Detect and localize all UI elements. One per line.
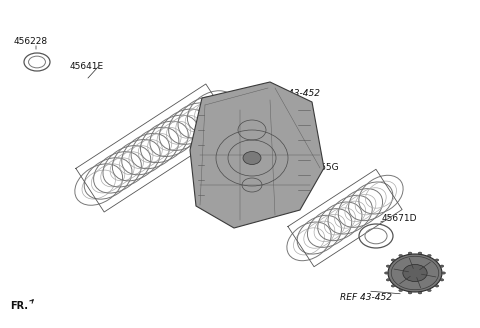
Ellipse shape [403, 264, 427, 281]
Ellipse shape [391, 259, 395, 261]
Ellipse shape [399, 255, 403, 257]
Text: 456228: 456228 [14, 37, 48, 46]
Text: REF 43-452: REF 43-452 [268, 89, 320, 98]
Text: FR.: FR. [10, 301, 28, 311]
Ellipse shape [386, 279, 390, 281]
Text: 43665G: 43665G [304, 163, 340, 172]
Ellipse shape [427, 289, 431, 292]
Ellipse shape [391, 285, 395, 287]
Ellipse shape [435, 259, 439, 261]
Ellipse shape [399, 289, 403, 292]
Polygon shape [190, 82, 324, 228]
Ellipse shape [408, 292, 412, 294]
Ellipse shape [440, 265, 444, 267]
Ellipse shape [442, 272, 445, 274]
Ellipse shape [386, 265, 390, 267]
Ellipse shape [427, 255, 431, 257]
Ellipse shape [418, 292, 422, 294]
Ellipse shape [435, 285, 439, 287]
Text: 45641E: 45641E [70, 62, 104, 71]
Ellipse shape [418, 252, 422, 254]
Text: REF 43-452: REF 43-452 [340, 293, 392, 302]
Ellipse shape [243, 152, 261, 165]
Ellipse shape [388, 254, 442, 292]
Ellipse shape [408, 252, 412, 254]
Text: 45671D: 45671D [382, 214, 418, 223]
Ellipse shape [440, 279, 444, 281]
Ellipse shape [384, 272, 388, 274]
